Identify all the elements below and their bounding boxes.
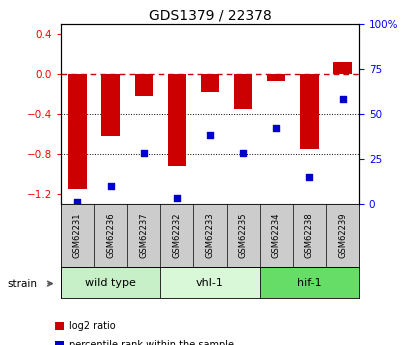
Text: percentile rank within the sample: percentile rank within the sample (69, 340, 234, 345)
Point (107, 183, 114, 188)
Point (273, 126, 280, 131)
Bar (234, 74, 252, 109)
Point (207, 132, 213, 138)
Text: strain: strain (8, 279, 37, 288)
Text: GSM62231: GSM62231 (73, 213, 82, 258)
Point (140, 150, 147, 156)
Title: GDS1379 / 22378: GDS1379 / 22378 (149, 9, 271, 23)
Bar (201, 74, 219, 92)
Text: GSM62232: GSM62232 (172, 213, 181, 258)
Text: log2 ratio: log2 ratio (69, 321, 116, 331)
Point (306, 174, 313, 179)
Text: GSM62235: GSM62235 (239, 213, 248, 258)
Text: GSM62237: GSM62237 (139, 213, 148, 258)
Text: hif-1: hif-1 (297, 278, 322, 288)
Bar (102, 74, 120, 136)
Text: GSM62238: GSM62238 (305, 213, 314, 258)
Point (173, 195, 180, 201)
Bar (135, 74, 153, 96)
Bar (160, 267, 260, 298)
Text: GSM62233: GSM62233 (205, 213, 215, 258)
Bar (333, 62, 352, 74)
Bar (300, 74, 318, 149)
Text: GSM62239: GSM62239 (338, 213, 347, 258)
Text: vhl-1: vhl-1 (196, 278, 224, 288)
Bar (68, 74, 87, 189)
Bar (61, 267, 160, 298)
Bar (260, 267, 359, 298)
Point (74, 199, 81, 205)
Text: GSM62236: GSM62236 (106, 213, 115, 258)
Bar (168, 74, 186, 166)
Bar (267, 74, 285, 81)
Point (339, 97, 346, 102)
Text: wild type: wild type (85, 278, 136, 288)
Text: GSM62234: GSM62234 (272, 213, 281, 258)
Point (240, 150, 247, 156)
